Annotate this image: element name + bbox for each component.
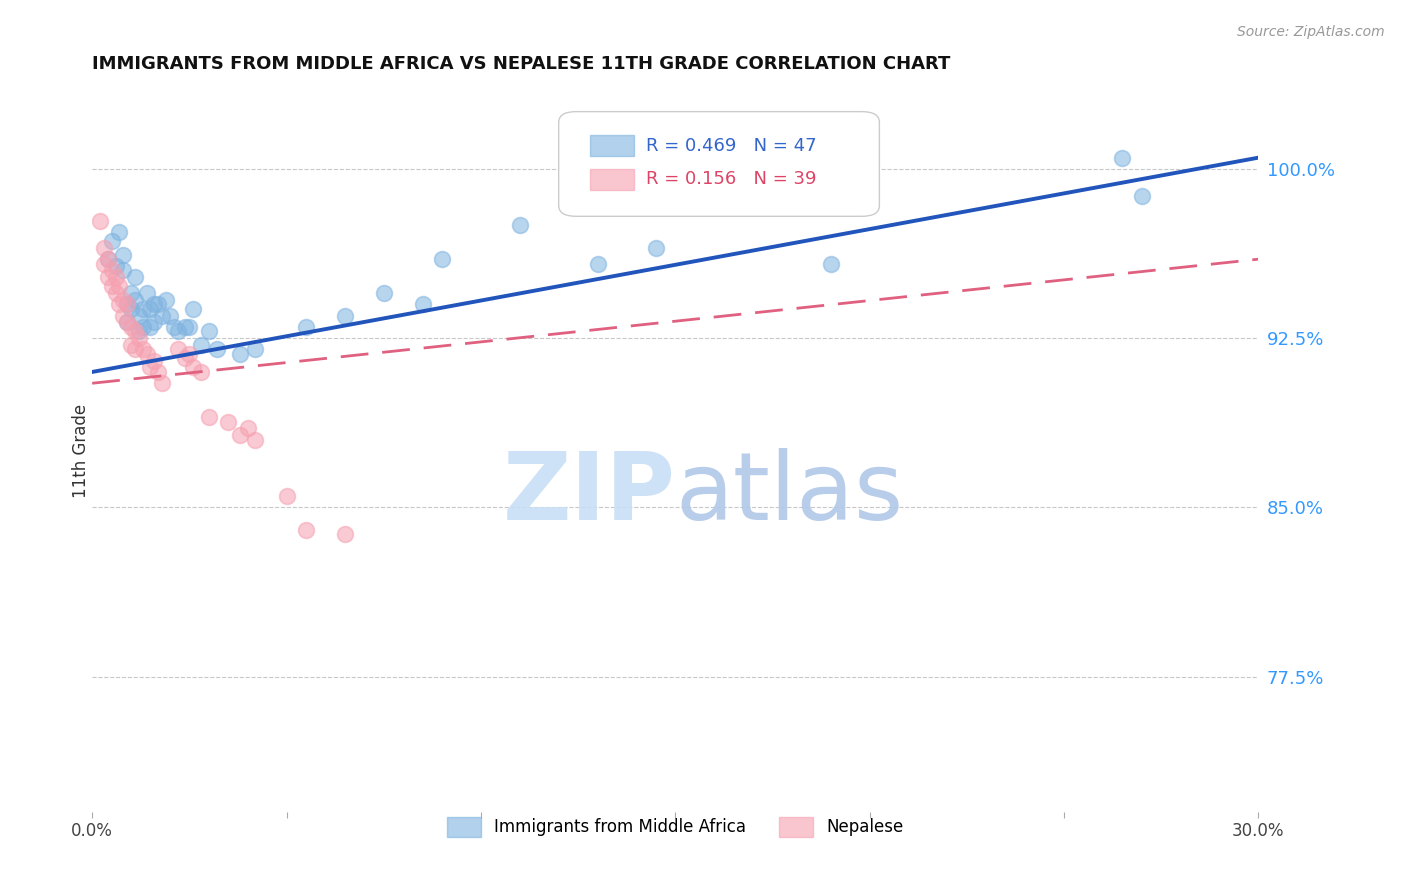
Point bbox=[115, 315, 138, 329]
Point bbox=[174, 319, 197, 334]
Point bbox=[333, 309, 356, 323]
Point bbox=[1111, 151, 1133, 165]
Point bbox=[276, 489, 298, 503]
Y-axis label: 11th Grade: 11th Grade bbox=[72, 404, 90, 498]
Point bbox=[166, 343, 188, 357]
Point bbox=[112, 263, 135, 277]
Point bbox=[198, 410, 221, 425]
Point bbox=[148, 297, 170, 311]
Point bbox=[112, 309, 135, 323]
Point bbox=[97, 270, 120, 285]
Point bbox=[198, 324, 221, 338]
Point bbox=[104, 259, 127, 273]
Point bbox=[229, 428, 252, 442]
Point bbox=[190, 365, 212, 379]
Point bbox=[1130, 189, 1153, 203]
Text: IMMIGRANTS FROM MIDDLE AFRICA VS NEPALESE 11TH GRADE CORRELATION CHART: IMMIGRANTS FROM MIDDLE AFRICA VS NEPALES… bbox=[93, 55, 950, 73]
Point bbox=[174, 351, 197, 366]
Point bbox=[217, 415, 239, 429]
Point bbox=[135, 285, 157, 300]
Point bbox=[245, 343, 267, 357]
Point bbox=[120, 285, 142, 300]
Text: R = 0.469   N = 47: R = 0.469 N = 47 bbox=[647, 136, 817, 154]
Legend: Immigrants from Middle Africa, Nepalese: Immigrants from Middle Africa, Nepalese bbox=[440, 811, 910, 843]
Point bbox=[128, 324, 150, 338]
FancyBboxPatch shape bbox=[558, 112, 879, 216]
Point bbox=[124, 270, 146, 285]
Point bbox=[179, 347, 201, 361]
Point bbox=[100, 234, 122, 248]
Point bbox=[181, 360, 204, 375]
Point bbox=[124, 343, 146, 357]
Point bbox=[205, 343, 228, 357]
Point bbox=[509, 219, 531, 233]
Point bbox=[586, 257, 609, 271]
Point bbox=[644, 241, 666, 255]
Text: atlas: atlas bbox=[675, 449, 904, 541]
Point bbox=[104, 270, 127, 285]
Bar bbox=[591, 169, 634, 190]
Point bbox=[112, 247, 135, 261]
Point bbox=[430, 252, 453, 267]
Point bbox=[159, 309, 181, 323]
Point bbox=[229, 347, 252, 361]
Point bbox=[115, 297, 138, 311]
Point bbox=[89, 214, 111, 228]
Point bbox=[143, 297, 166, 311]
Point bbox=[139, 319, 162, 334]
Point bbox=[97, 252, 120, 267]
Point bbox=[128, 331, 150, 345]
Point bbox=[135, 347, 157, 361]
Point bbox=[820, 257, 842, 271]
Bar bbox=[591, 136, 634, 156]
Point bbox=[93, 241, 115, 255]
Text: ZIP: ZIP bbox=[502, 449, 675, 541]
Point bbox=[179, 319, 201, 334]
Point bbox=[120, 319, 142, 334]
Point bbox=[104, 285, 127, 300]
Point bbox=[373, 285, 395, 300]
Point bbox=[295, 523, 318, 537]
Point bbox=[150, 309, 173, 323]
Point bbox=[108, 225, 131, 239]
Point bbox=[132, 319, 155, 334]
Point bbox=[108, 297, 131, 311]
Point bbox=[128, 309, 150, 323]
Point bbox=[132, 301, 155, 316]
Point bbox=[236, 421, 259, 435]
Point bbox=[115, 297, 138, 311]
Point bbox=[412, 297, 434, 311]
Text: Source: ZipAtlas.com: Source: ZipAtlas.com bbox=[1237, 25, 1385, 39]
Point bbox=[120, 301, 142, 316]
Point bbox=[112, 293, 135, 307]
Point bbox=[166, 324, 188, 338]
Point bbox=[97, 252, 120, 267]
Point bbox=[124, 324, 146, 338]
Point bbox=[155, 293, 177, 307]
Point bbox=[245, 433, 267, 447]
Point bbox=[295, 319, 318, 334]
Point bbox=[143, 353, 166, 368]
Point bbox=[181, 301, 204, 316]
Point bbox=[93, 257, 115, 271]
Point bbox=[100, 263, 122, 277]
Text: R = 0.156   N = 39: R = 0.156 N = 39 bbox=[647, 170, 817, 188]
Point bbox=[132, 343, 155, 357]
Point bbox=[143, 315, 166, 329]
Point bbox=[108, 279, 131, 293]
Point bbox=[333, 527, 356, 541]
Point bbox=[115, 315, 138, 329]
Point bbox=[100, 279, 122, 293]
Point bbox=[139, 301, 162, 316]
Point bbox=[190, 338, 212, 352]
Point bbox=[148, 365, 170, 379]
Point bbox=[150, 376, 173, 391]
Point bbox=[124, 293, 146, 307]
Point bbox=[139, 360, 162, 375]
Point bbox=[163, 319, 186, 334]
Point bbox=[723, 195, 745, 210]
Point bbox=[120, 338, 142, 352]
